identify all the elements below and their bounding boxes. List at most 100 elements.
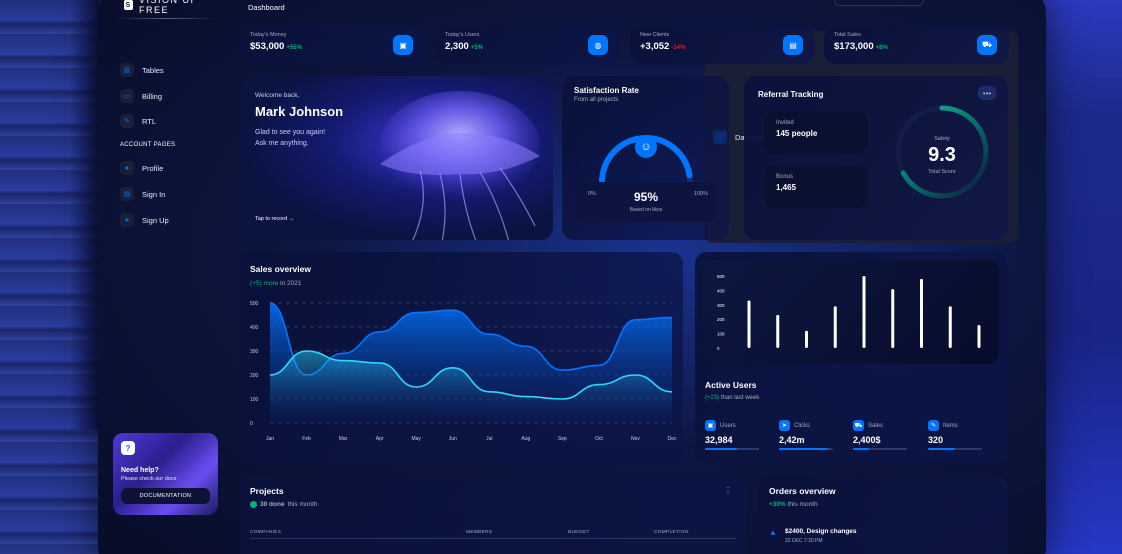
bar bbox=[805, 330, 808, 348]
sales-area-chart: 500 400 300 200 100 0 Jan Feb Mar Apr May Jun Jul Aug… bbox=[250, 301, 677, 442]
document-icon: ▤ bbox=[120, 187, 134, 201]
documentation-button[interactable]: DOCUMENTATION bbox=[121, 488, 210, 504]
divider bbox=[250, 538, 736, 539]
tap-to-record-link[interactable]: Tap to record → bbox=[255, 216, 294, 222]
sidebar-item-label: Sign Up bbox=[142, 215, 169, 225]
gauge-min: 0% bbox=[588, 191, 596, 197]
background-panel bbox=[1032, 0, 1122, 554]
x-tick-label: Jan bbox=[266, 436, 274, 442]
x-tick-label: Jun bbox=[449, 436, 457, 442]
invited-label: Invited bbox=[776, 120, 794, 126]
series-area bbox=[270, 351, 672, 423]
sidebar-item-profile[interactable]: ● Profile bbox=[112, 155, 218, 181]
projects-done: 30 done bbox=[260, 501, 285, 508]
sales-change: (+5) more bbox=[250, 280, 279, 287]
sidebar-item-tables[interactable]: ▥ Tables bbox=[112, 57, 218, 83]
y-tick-label: 500 bbox=[250, 301, 259, 307]
user-name: Mark Johnson bbox=[255, 104, 344, 119]
sales-period: in 2021 bbox=[280, 280, 302, 287]
smile-icon: ☺ bbox=[635, 136, 657, 158]
stat-card-users: Today's Users 2,300 +5% ◍ bbox=[435, 26, 620, 64]
bar bbox=[920, 278, 923, 348]
ring-caption: Total Score bbox=[928, 169, 956, 175]
card-title: Satisfaction Rate bbox=[574, 86, 639, 95]
x-tick-label: Oct bbox=[595, 436, 603, 442]
users-period: than last week bbox=[720, 395, 760, 401]
welcome-greeting: Welcome back, bbox=[255, 92, 300, 99]
bar bbox=[747, 300, 751, 348]
users-change: (+23) bbox=[705, 395, 720, 401]
more-icon[interactable]: ••• bbox=[978, 86, 996, 100]
divider bbox=[116, 18, 216, 19]
y-tick-label: 200 bbox=[717, 317, 725, 322]
arrow-right-icon: → bbox=[288, 216, 295, 222]
bell-icon: ▲ bbox=[769, 528, 777, 537]
y-tick-label: 200 bbox=[250, 373, 259, 379]
column-header: BUDGET bbox=[568, 530, 590, 535]
metric-progress bbox=[779, 448, 833, 450]
invited-value: 145 people bbox=[776, 129, 818, 138]
rocket-icon: ➤ bbox=[120, 213, 134, 227]
card-title: Sales overview bbox=[250, 264, 311, 274]
y-tick-label: 100 bbox=[717, 332, 725, 337]
metric-value: 2,42m bbox=[779, 435, 805, 445]
ring-value: 9.3 bbox=[928, 144, 956, 166]
stat-card-sales: Total Sales $173,000 +8% ⛟ bbox=[824, 26, 1009, 64]
metric-label: Items bbox=[943, 422, 958, 429]
help-card: ? Need help? Please check our docs DOCUM… bbox=[113, 433, 218, 515]
dashboard-window: S VISION UI FREE ⌂ Dashboard ▥ Tables ▭ … bbox=[98, 0, 1046, 554]
column-header: COMPANIES bbox=[250, 530, 282, 535]
satisfaction-card: Satisfaction Rate From all projects ☺ 0%… bbox=[562, 76, 729, 240]
x-tick-label: Apr bbox=[376, 436, 384, 442]
referral-card: Referral Tracking ••• Invited 145 people… bbox=[744, 76, 1008, 240]
invited-box: Invited 145 people bbox=[764, 112, 868, 154]
safety-ring bbox=[895, 105, 989, 199]
metric-label: Users bbox=[720, 422, 736, 429]
satisfaction-value: 95% bbox=[633, 190, 659, 204]
stat-change: +8% bbox=[875, 45, 888, 51]
stat-change: -14% bbox=[671, 45, 686, 51]
bonus-box: Bonus 1,465 bbox=[764, 166, 868, 208]
stat-card-money: Today's Money $53,000 +55% ▣ bbox=[240, 26, 425, 64]
cart-icon: ⛟ bbox=[977, 35, 997, 55]
sidebar-item-billing[interactable]: ▭ Billing bbox=[112, 83, 218, 109]
help-subtitle: Please check our docs bbox=[121, 476, 177, 482]
wallet-icon: ▣ bbox=[705, 420, 716, 431]
gauge-max: 100% bbox=[693, 191, 708, 197]
satisfaction-caption: Based on likes bbox=[629, 207, 663, 213]
jellyfish-image bbox=[380, 91, 540, 240]
active-users-bar-chart: 500 400 300 200 100 0 bbox=[717, 274, 981, 351]
brand[interactable]: S VISION UI FREE bbox=[124, 0, 220, 15]
column-header: COMPLETION bbox=[654, 530, 689, 535]
orders-period: this month bbox=[787, 501, 818, 508]
card-title: Referral Tracking bbox=[758, 90, 824, 99]
bar bbox=[948, 306, 952, 348]
sidebar-item-label: Tables bbox=[142, 65, 164, 75]
search-input[interactable] bbox=[834, 0, 924, 6]
bar bbox=[862, 276, 866, 348]
metric-label: Sales bbox=[868, 422, 884, 429]
metric-value: 320 bbox=[928, 435, 944, 445]
sidebar-item-sign-in[interactable]: ▤ Sign In bbox=[112, 181, 218, 207]
card-title: Projects bbox=[250, 486, 284, 496]
metric-value: 2,400$ bbox=[853, 435, 881, 445]
document-icon: ▤ bbox=[783, 35, 803, 55]
sidebar-item-label: Billing bbox=[142, 91, 163, 101]
series-line bbox=[269, 350, 673, 400]
sidebar-item-rtl[interactable]: ✎ RTL bbox=[112, 108, 218, 134]
y-tick-label: 400 bbox=[250, 325, 259, 331]
y-tick-label: 500 bbox=[717, 274, 725, 279]
satisfaction-value-box: 0% 100% 95% Based on likes bbox=[576, 182, 716, 222]
stat-change: +55% bbox=[286, 45, 302, 51]
card-title: Orders overview bbox=[769, 486, 836, 496]
bonus-value: 1,465 bbox=[776, 183, 797, 192]
order-item[interactable]: ▲ $2400, Design changes 22 DEC 7:20 PM bbox=[769, 528, 857, 544]
welcome-line: Ask me anything. bbox=[255, 140, 309, 147]
more-icon[interactable]: ⋮ bbox=[724, 486, 732, 495]
chart-icon: ▥ bbox=[120, 63, 134, 77]
x-tick-label: Dec bbox=[668, 436, 677, 442]
sidebar-item-sign-up[interactable]: ➤ Sign Up bbox=[112, 207, 218, 233]
wrench-icon: ✎ bbox=[120, 114, 134, 128]
card-subtitle: From all projects bbox=[574, 97, 619, 103]
y-tick-label: 0 bbox=[250, 421, 253, 427]
